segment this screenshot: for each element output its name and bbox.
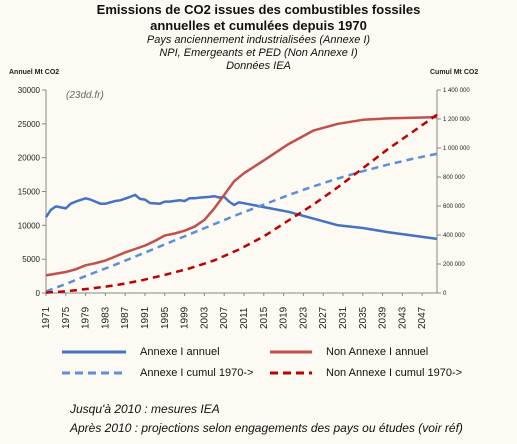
right-tick-label: 0 (443, 291, 447, 297)
x-tick-label: 2035 (358, 306, 369, 329)
chart-subtitle-line2: NPI, Emergeants et PED (Non Annexe I) (159, 47, 358, 59)
series-annexe-annuel-line (44, 193, 438, 241)
x-tick-label: 2027 (318, 306, 329, 329)
chart-plot-area: 0 5000 10000 15000 20000 25000 30000 0 200 000 40… (18, 86, 471, 329)
x-tick-label: 2043 (397, 306, 408, 329)
series-non-annexe-cumul-line (45, 113, 438, 294)
title-block: Emissions de CO2 issues des combustibles… (0, 2, 517, 73)
left-tick-label: 30000 (18, 86, 41, 95)
note-line2: Après 2010 : projections selon engagemen… (70, 421, 463, 435)
left-tick-label: 25000 (18, 120, 41, 129)
right-tick-label: 200 000 (443, 262, 465, 268)
left-tick-label: 5000 (22, 255, 40, 264)
x-tick-label: 2039 (378, 306, 389, 329)
x-tick-label: 2007 (219, 306, 230, 329)
right-axis-unit-label: Cumul Mt CO2 (430, 69, 479, 76)
legend-swatch-non-annexe-cumul (270, 371, 312, 375)
right-tick-label: 800 000 (443, 175, 465, 181)
series-non-annexe-annuel-line (45, 115, 438, 277)
x-tick-label: 1983 (100, 306, 111, 329)
note-line1: Jusqu'à 2010 : mesures IEA (70, 402, 220, 416)
x-tick-label: 2031 (338, 306, 349, 329)
chart-title-line1: Emissions de CO2 issues des combustibles… (96, 2, 421, 17)
x-tick-label: 2003 (199, 306, 210, 329)
series-annexe-cumul-line (45, 152, 438, 293)
x-tick-label: 2019 (279, 306, 290, 329)
x-tick-label: 1979 (81, 306, 92, 329)
legend-non-annexe-cumul: Non Annexe I cumul 1970-> (270, 367, 462, 379)
chart-subtitle-line3: Données IEA (226, 60, 291, 72)
x-tick-label: 2015 (259, 306, 270, 329)
legend-swatch-annexe-annuel (62, 350, 126, 354)
x-tick-label: 1975 (61, 306, 72, 329)
watermark-text: (23dd.fr) (66, 90, 104, 101)
legend-label-annexe-annuel: Annexe I annuel (140, 346, 220, 358)
x-tick-label: 2023 (298, 306, 309, 329)
x-tick-label: 1995 (160, 306, 171, 329)
x-tick-label: 2011 (239, 307, 250, 329)
right-tick-label: 1 400 000 (443, 88, 470, 94)
legend-annexe-annuel: Annexe I annuel (62, 346, 220, 358)
legend-swatch-annexe-cumul (62, 371, 126, 375)
chart-title-line2: annuelles et cumulées depuis 1970 (150, 18, 367, 33)
x-tick-label: 1987 (120, 306, 131, 329)
right-tick-label: 600 000 (443, 204, 465, 210)
left-tick-label: 20000 (18, 154, 41, 163)
chart-subtitle-line1: Pays anciennement industrialisées (Annex… (146, 34, 371, 46)
left-axis-unit-label: Annuel Mt CO2 (9, 69, 60, 76)
x-tick-label: 2047 (417, 306, 428, 329)
x-tick-label: 1991 (140, 306, 151, 329)
legend-swatch-non-annexe-annuel (270, 350, 312, 354)
legend-label-non-annexe-annuel: Non Annexe I annuel (326, 346, 429, 358)
right-tick-label: 1 200 000 (443, 117, 470, 123)
legend-non-annexe-annuel: Non Annexe I annuel (270, 346, 428, 358)
left-tick-label: 15000 (18, 188, 41, 197)
right-tick-label: 400 000 (443, 233, 465, 239)
left-tick-label: 0 (36, 289, 41, 298)
x-tick-label: 1999 (180, 306, 191, 329)
left-tick-label: 10000 (18, 221, 41, 230)
legend-label-annexe-cumul: Annexe I cumul 1970-> (140, 367, 254, 379)
legend-label-non-annexe-cumul: Non Annexe I cumul 1970-> (326, 367, 463, 379)
x-tick-label: 1971 (41, 306, 52, 329)
right-tick-label: 1 000 000 (443, 146, 470, 152)
legend-annexe-cumul: Annexe I cumul 1970-> (62, 367, 253, 379)
